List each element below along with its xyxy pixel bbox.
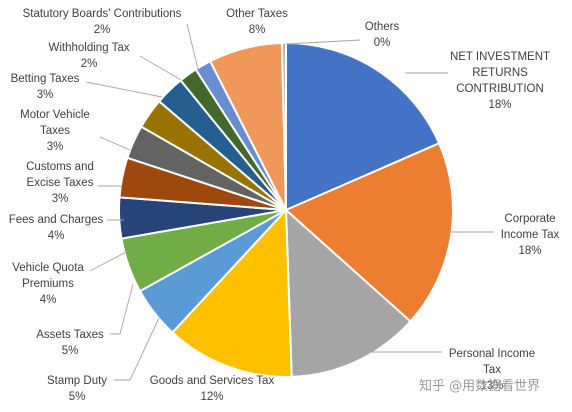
- data-label-percent: 2%: [94, 24, 111, 36]
- data-label-7: Fees and Charges 4%: [9, 214, 104, 242]
- pie-slice-14: [280, 41, 287, 211]
- data-label-text: RETURNS: [472, 67, 528, 79]
- data-label-3: Goods and Services Tax 12%: [150, 375, 275, 403]
- data-label-text: Vehicle Quota: [12, 262, 84, 274]
- data-label-text: Premiums: [22, 278, 74, 290]
- data-label-text: Corporate: [504, 213, 555, 225]
- data-label-13: Other Taxes 8%: [226, 8, 288, 36]
- data-label-text: Customs and: [26, 161, 94, 173]
- pie-slice-1: [284, 141, 454, 323]
- data-label-8: Customs and Excise Taxes 3%: [26, 161, 94, 205]
- data-label-11: Withholding Tax 2%: [49, 42, 130, 70]
- data-label-percent: 5%: [69, 391, 86, 403]
- data-label-text: Assets Taxes: [36, 329, 104, 341]
- data-label-text: Personal Income: [449, 348, 535, 360]
- data-label-percent: 3%: [37, 89, 54, 101]
- leader-line-6: [89, 250, 129, 272]
- leader-line-11: [139, 55, 182, 81]
- data-label-percent: 0%: [374, 37, 391, 49]
- data-label-1: Corporate Income Tax 18%: [501, 213, 560, 257]
- data-label-percent: 13%: [480, 380, 503, 392]
- data-label-percent: 12%: [200, 391, 223, 403]
- data-label-percent: 4%: [48, 230, 65, 242]
- data-label-percent: 18%: [488, 99, 511, 111]
- data-label-percent: 5%: [62, 345, 79, 357]
- pie-slice-0: [285, 41, 441, 212]
- data-label-text: NET INVESTMENT: [450, 51, 550, 63]
- data-label-percent: 18%: [518, 245, 541, 257]
- data-label-9: Motor Vehicle Taxes 3%: [20, 109, 90, 153]
- data-labels: NET INVESTMENT RETURNS CONTRIBUTION 18%Corp…: [9, 8, 560, 403]
- data-label-text: Tax: [483, 364, 501, 376]
- data-label-14: Others 0%: [365, 21, 400, 49]
- data-label-0: NET INVESTMENT RETURNS CONTRIBUTION 18%: [450, 51, 550, 111]
- data-label-text: Others: [365, 21, 400, 33]
- data-label-2: Personal Income Tax 13%: [449, 348, 535, 392]
- data-label-text: Fees and Charges: [9, 214, 104, 226]
- pie-slices: [118, 41, 454, 378]
- leader-line-5: [110, 283, 134, 335]
- data-label-6: Vehicle Quota Premiums 4%: [12, 262, 84, 306]
- leader-line-14: [285, 39, 361, 45]
- data-label-10: Betting Taxes 3%: [11, 73, 80, 101]
- data-label-12: Statutory Boards' Contributions 2%: [23, 8, 182, 36]
- data-label-percent: 8%: [249, 24, 266, 36]
- leader-lines: [85, 23, 494, 381]
- data-label-text: Income Tax: [501, 229, 560, 241]
- data-label-text: Withholding Tax: [49, 42, 130, 54]
- data-label-text: Other Taxes: [226, 8, 288, 20]
- data-label-4: Stamp Duty 5%: [47, 375, 107, 403]
- data-label-text: Stamp Duty: [47, 375, 107, 387]
- data-label-text: Excise Taxes: [27, 177, 94, 189]
- data-label-percent: 4%: [40, 294, 57, 306]
- data-label-text: CONTRIBUTION: [456, 83, 544, 95]
- leader-line-4: [114, 317, 160, 381]
- data-label-text: Betting Taxes: [11, 73, 80, 85]
- data-label-percent: 3%: [52, 193, 69, 205]
- leader-line-9: [99, 136, 131, 151]
- watermark-text: 知乎 @用数据看世界: [419, 378, 540, 394]
- data-label-percent: 3%: [47, 141, 64, 153]
- data-label-text: Motor Vehicle: [20, 109, 90, 121]
- leader-line-12: [186, 23, 199, 70]
- data-label-5: Assets Taxes 5%: [36, 329, 104, 357]
- data-label-text: Goods and Services Tax: [150, 375, 275, 387]
- pie-slice-3: [171, 207, 293, 378]
- data-label-text: Taxes: [40, 125, 70, 137]
- pie-slice-2: [284, 207, 412, 378]
- data-label-text: Statutory Boards' Contributions: [23, 8, 182, 20]
- leader-line-10: [85, 81, 163, 98]
- data-label-percent: 2%: [81, 58, 98, 70]
